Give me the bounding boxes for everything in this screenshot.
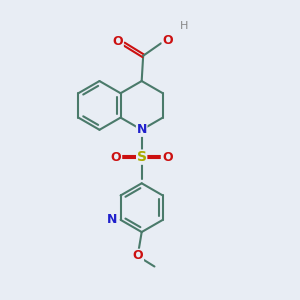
Text: O: O xyxy=(133,249,143,262)
Text: O: O xyxy=(162,34,173,47)
Text: N: N xyxy=(136,123,147,136)
Text: O: O xyxy=(163,151,173,164)
Text: H: H xyxy=(180,21,189,31)
Text: N: N xyxy=(106,213,117,226)
Text: O: O xyxy=(110,151,121,164)
Text: S: S xyxy=(137,150,147,164)
Text: O: O xyxy=(112,35,123,48)
